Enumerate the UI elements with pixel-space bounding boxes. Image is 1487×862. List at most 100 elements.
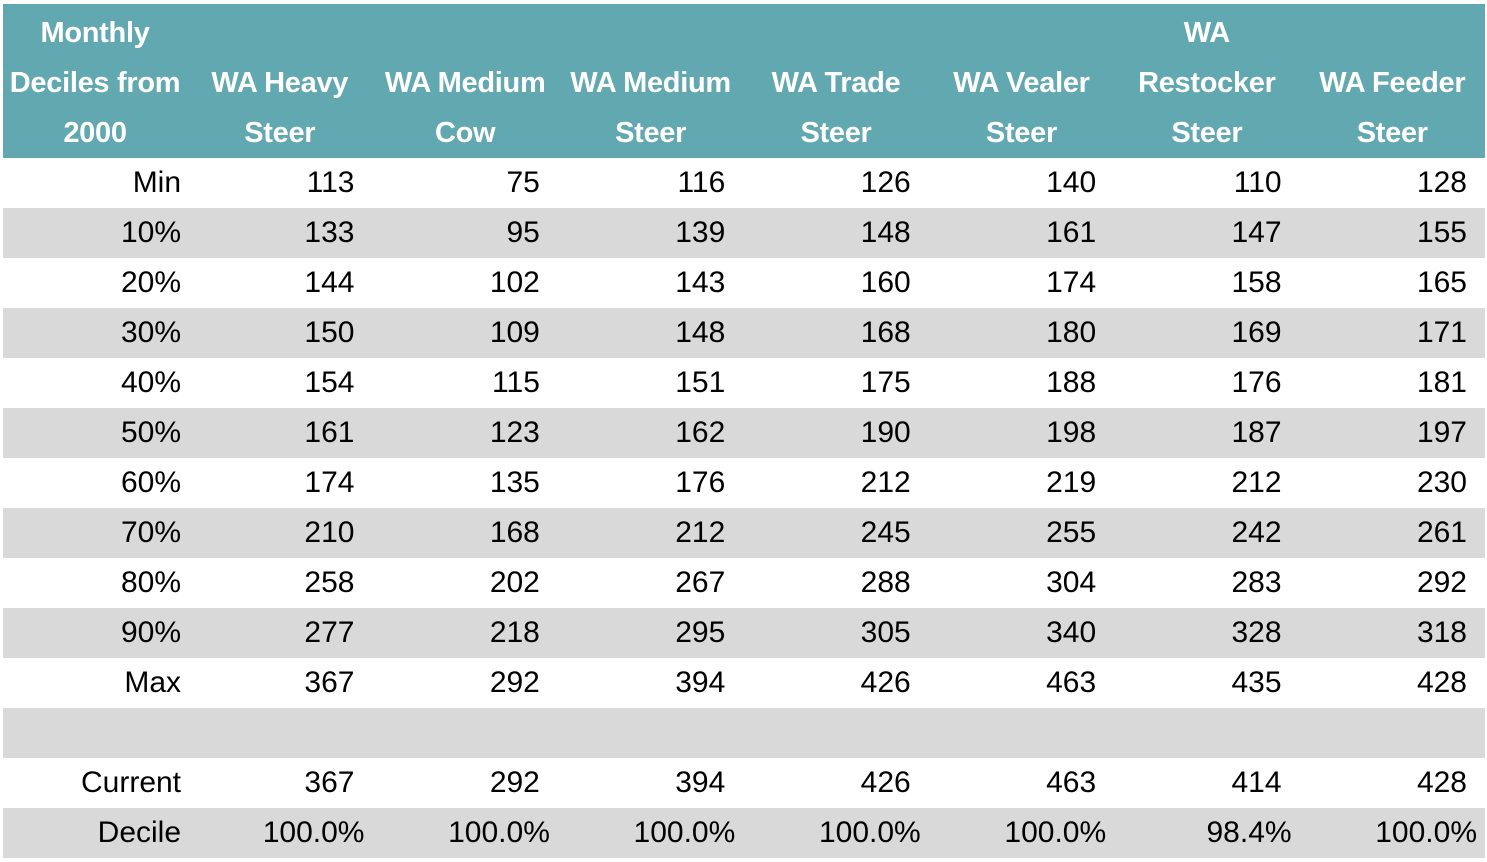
table-row: Min 113 75 116 126 140 110 128: [3, 158, 1485, 208]
table-row: 70% 210 168 212 245 255 242 261: [3, 508, 1485, 558]
table-cell: 109: [372, 308, 558, 358]
table-cell: 426: [860, 766, 911, 799]
table-cell: 95: [372, 208, 558, 258]
table-cell: [1299, 708, 1485, 758]
table-cell: 128: [1416, 166, 1467, 199]
table-cell: 295: [557, 608, 744, 658]
table-cell: 261: [1299, 508, 1485, 558]
table-row: 10% 133 95 139 148 161 147 155: [3, 208, 1485, 258]
table-cell: 212: [860, 466, 911, 499]
row-label: 70%: [3, 508, 188, 558]
table-row: 90% 277 218 295 305 340 328 318: [3, 608, 1485, 658]
table-row: 40% 154 115 151 175 188 176 181: [3, 358, 1485, 408]
column-header: WA Vealer Steer: [928, 4, 1115, 158]
row-label: 90%: [3, 608, 188, 658]
table-cell: 175: [860, 366, 911, 399]
table-cell: 367: [304, 666, 355, 699]
table-cell: 154: [304, 366, 355, 399]
table-cell: 147: [1114, 208, 1300, 258]
table-cell: 161: [928, 208, 1115, 258]
table-cell: 133: [187, 208, 373, 258]
table-cell: [1114, 708, 1300, 758]
table-cell: 394: [675, 766, 726, 799]
table-cell: 197: [1299, 408, 1485, 458]
table-cell: 174: [304, 466, 355, 499]
table-cell: 292: [489, 666, 540, 699]
table-cell: 168: [372, 508, 558, 558]
table-cell: 144: [304, 266, 355, 299]
row-label: 50%: [3, 408, 188, 458]
table-cell: 187: [1114, 408, 1300, 458]
row-label: 10%: [3, 208, 188, 258]
table-cell: 230: [1416, 466, 1467, 499]
row-label: 60%: [120, 466, 182, 499]
table-cell: 428: [1416, 766, 1467, 799]
table-cell: 258: [304, 566, 355, 599]
table-cell: 180: [928, 308, 1115, 358]
table-cell: [187, 708, 373, 758]
table-cell: 151: [675, 366, 726, 399]
table-cell: 288: [860, 566, 911, 599]
deciles-table: Monthly Deciles from 2000 WA Heavy Steer W…: [3, 4, 1485, 858]
column-header: WA Medium Steer: [557, 4, 744, 158]
table-cell: 135: [489, 466, 540, 499]
table-row: Decile 100.0% 100.0% 100.0% 100.0% 100.0% 98.4…: [3, 808, 1485, 858]
table-cell: 158: [1231, 266, 1282, 299]
table-cell: 340: [928, 608, 1115, 658]
table-cell: 165: [1416, 266, 1467, 299]
table-cell: 218: [372, 608, 558, 658]
table-row: 30% 150 109 148 168 180 169 171: [3, 308, 1485, 358]
table-cell: 210: [187, 508, 373, 558]
table-cell: 113: [306, 166, 355, 199]
table-cell: 463: [1046, 666, 1097, 699]
table-cell: 162: [557, 408, 744, 458]
table-cell: 435: [1231, 666, 1282, 699]
row-label: 30%: [3, 308, 188, 358]
table-cell: 463: [1046, 766, 1097, 799]
table-cell: 245: [743, 508, 929, 558]
table-cell: 277: [187, 608, 373, 658]
table-cell: 318: [1299, 608, 1485, 658]
table-cell: 242: [1114, 508, 1300, 558]
table-cell: 212: [557, 508, 744, 558]
table-cell: 123: [372, 408, 558, 458]
table-cell: 168: [743, 308, 929, 358]
table-cell: 255: [928, 508, 1115, 558]
table-cell: 100.0%: [1299, 808, 1485, 858]
table-row: 20% 144 102 143 160 174 158 165: [3, 258, 1485, 308]
table-cell: 140: [1046, 166, 1097, 199]
column-header: WA Feeder Steer: [1299, 4, 1485, 158]
table-cell: 176: [1231, 366, 1282, 399]
table-cell: 169: [1114, 308, 1300, 358]
table-cell: [557, 708, 744, 758]
table-cell: 198: [928, 408, 1115, 458]
table-cell: 75: [506, 166, 540, 199]
table-cell: 150: [187, 308, 373, 358]
table-cell: 202: [489, 566, 540, 599]
table-cell: 148: [743, 208, 929, 258]
table-cell: 174: [1046, 266, 1097, 299]
table-cell: 190: [743, 408, 929, 458]
column-header: WA Medium Cow: [372, 4, 558, 158]
table-cell: 181: [1416, 366, 1467, 399]
column-header: WA Restocker Steer: [1114, 4, 1300, 158]
table-row: [3, 708, 1485, 758]
table-cell: 219: [1046, 466, 1097, 499]
table-cell: [372, 708, 558, 758]
table-cell: 100.0%: [557, 808, 744, 858]
table-cell: 428: [1416, 666, 1467, 699]
table-cell: 126: [860, 166, 911, 199]
table-cell: 100.0%: [743, 808, 929, 858]
table-cell: 155: [1299, 208, 1485, 258]
table-cell: 100.0%: [187, 808, 373, 858]
table-cell: 115: [492, 366, 540, 399]
table-row: 60% 174 135 176 212 219 212 230: [3, 458, 1485, 508]
table-cell: 161: [187, 408, 373, 458]
table-cell: 139: [557, 208, 744, 258]
table-cell: 292: [1416, 566, 1467, 599]
table-cell: 176: [675, 466, 726, 499]
table-row: Current 367 292 394 426 463 414 428: [3, 758, 1485, 808]
row-label: 40%: [120, 366, 182, 399]
table-cell: [743, 708, 929, 758]
table-cell: 212: [1231, 466, 1282, 499]
